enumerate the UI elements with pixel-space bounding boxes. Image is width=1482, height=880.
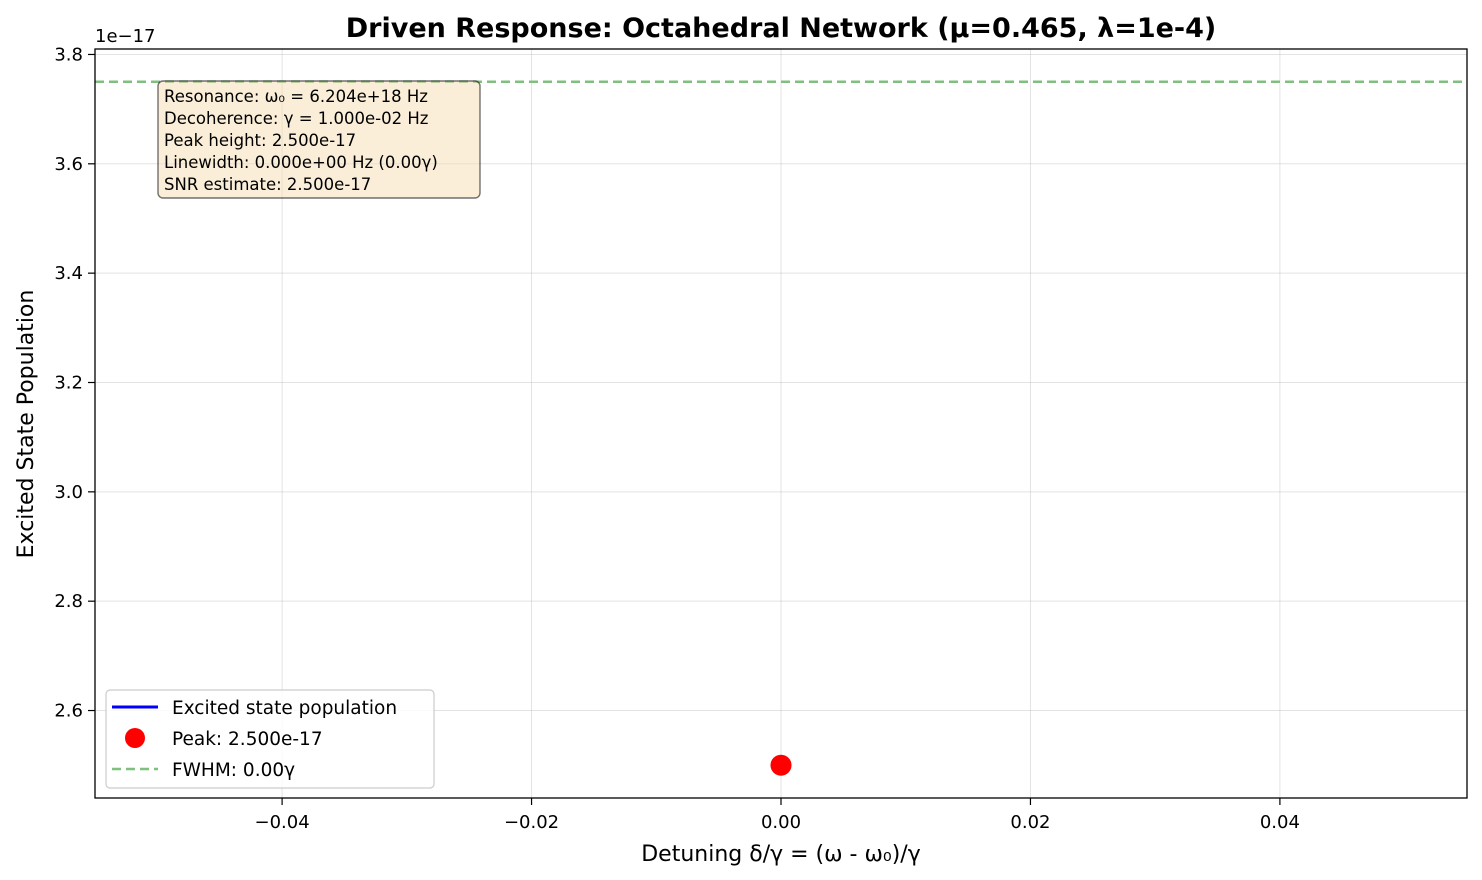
y-tick-label: 3.4 xyxy=(54,263,83,284)
y-axis-label: Excited State Population xyxy=(14,290,39,559)
chart-title: Driven Response: Octahedral Network (μ=0… xyxy=(346,13,1217,44)
info-line-resonance: Resonance: ω₀ = 6.204e+18 Hz xyxy=(164,87,428,106)
x-axis-ticks: −0.04 −0.02 0.00 0.02 0.04 xyxy=(255,798,1300,833)
info-line-snr: SNR estimate: 2.500e-17 xyxy=(164,175,371,194)
info-line-peak-height: Peak height: 2.500e-17 xyxy=(164,131,356,150)
info-box: Resonance: ω₀ = 6.204e+18 Hz Decoherence… xyxy=(157,80,481,199)
y-axis-ticks: 2.6 2.8 3.0 3.2 3.4 3.6 3.8 xyxy=(54,44,95,722)
info-line-decoherence: Decoherence: γ = 1.000e-02 Hz xyxy=(164,109,428,128)
y-tick-label: 2.6 xyxy=(54,701,83,722)
y-tick-label: 2.8 xyxy=(54,591,83,612)
y-offset-label: 1e−17 xyxy=(95,26,156,47)
x-axis-label: Detuning δ/γ = (ω - ω₀)/γ xyxy=(641,842,921,867)
info-line-linewidth: Linewidth: 0.000e+00 Hz (0.00γ) xyxy=(164,153,438,172)
y-tick-label: 3.6 xyxy=(54,154,83,175)
legend: Excited state population Peak: 2.500e-17… xyxy=(105,689,435,789)
legend-frame xyxy=(105,689,435,789)
y-tick-label: 3.0 xyxy=(54,482,83,503)
y-tick-label: 3.2 xyxy=(54,372,83,393)
x-tick-label: 0.00 xyxy=(761,812,801,833)
legend-line-label: Excited state population xyxy=(172,698,397,719)
info-box-background xyxy=(157,80,481,199)
legend-peak-marker xyxy=(125,728,145,748)
peak-marker xyxy=(770,754,792,776)
legend-fwhm-label: FWHM: 0.00γ xyxy=(172,760,295,781)
y-tick-label: 3.8 xyxy=(54,44,83,65)
x-tick-label: 0.02 xyxy=(1010,812,1050,833)
x-tick-label: −0.02 xyxy=(504,812,559,833)
x-tick-label: 0.04 xyxy=(1260,812,1300,833)
x-tick-label: −0.04 xyxy=(255,812,310,833)
legend-peak-label: Peak: 2.500e-17 xyxy=(172,729,323,750)
grid xyxy=(95,49,1467,798)
